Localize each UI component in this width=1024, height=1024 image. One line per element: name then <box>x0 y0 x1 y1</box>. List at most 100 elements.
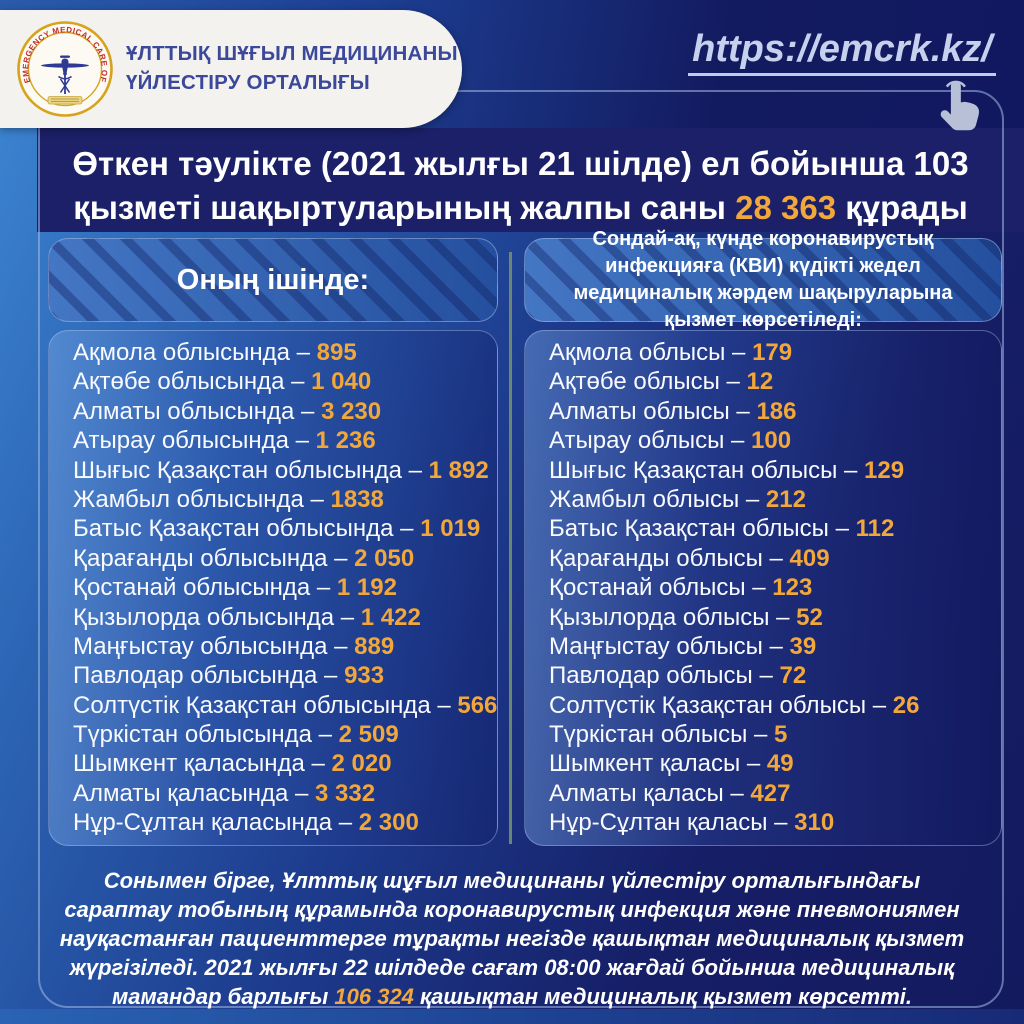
title-band-background <box>37 128 1024 232</box>
region-label: Түркістан облысы – <box>549 721 775 749</box>
region-label: Ақмола облысында – <box>73 339 317 366</box>
region-label: Ақтөбе облысы – <box>549 368 747 396</box>
list-item: Қостанай облысы – 123 <box>549 573 991 602</box>
region-value: 889 <box>354 632 395 660</box>
list-item: Жамбыл облысында – 1838 <box>73 485 487 514</box>
region-label: Шымкент қаласында – <box>73 750 332 778</box>
region-label: Алматы қаласы – <box>549 779 751 807</box>
website-url: https://emcrk.kz/ <box>688 28 996 76</box>
bottom-strip <box>0 1009 1024 1024</box>
list-item: Нұр-Сұлтан қаласы – 310 <box>549 808 991 837</box>
region-value: 5 <box>774 721 788 749</box>
remote-services-count: 106 324 <box>334 984 414 1009</box>
list-item: Түркістан облысы – 5 <box>549 720 991 749</box>
region-label: Қарағанды облысы – <box>549 544 790 572</box>
list-item: Алматы қаласында – 3 332 <box>73 779 487 808</box>
region-value: 26 <box>892 691 920 719</box>
list-item: Батыс Қазақстан облысы – 112 <box>549 514 991 543</box>
region-value: 1838 <box>330 485 384 513</box>
list-item: Солтүстік Қазақстан облысында – 566 <box>73 691 497 720</box>
region-value: 310 <box>794 809 835 837</box>
list-item: Қарағанды облысында – 2 050 <box>73 544 487 573</box>
region-value: 1 040 <box>311 368 372 396</box>
list-item: Түркістан облысында – 2 509 <box>73 720 487 749</box>
left-column-header: Оның ішінде: <box>48 238 498 322</box>
list-item: Маңғыстау облысында – 889 <box>73 632 487 661</box>
list-item: Атырау облысы – 100 <box>549 426 991 455</box>
region-label: Атырау облысында – <box>73 427 316 455</box>
region-value: 52 <box>796 603 823 631</box>
footer-note: Сонымен бірге, Ұлттық шұғыл медицинаны ү… <box>55 866 969 1011</box>
region-label: Шығыс Қазақстан облысында – <box>73 456 429 484</box>
left-column-header-label: Оның ішінде: <box>176 263 370 296</box>
region-value: 100 <box>751 427 792 455</box>
right-region-list: Ақмола облысы – 179 Ақтөбе облысы – 12 Алм… <box>524 330 1002 846</box>
list-item: Ақмола облысында – 895 <box>73 338 487 367</box>
region-value: 112 <box>855 515 895 543</box>
right-column-header: Сондай-ақ, күнде коронавирустық инфекция… <box>524 228 1002 331</box>
region-label: Қостанай облысында – <box>73 574 337 602</box>
column-divider <box>509 252 512 844</box>
list-item: Алматы облысы – 186 <box>549 397 991 426</box>
region-value: 3 230 <box>321 397 382 425</box>
region-value: 186 <box>756 397 797 425</box>
title-line1: Өткен тәулікте (2021 жылғы 21 шілде) ел … <box>72 145 969 182</box>
list-item: Шығыс Қазақстан облысында – 1 892 <box>73 456 489 485</box>
region-value: 212 <box>765 485 806 513</box>
region-label: Батыс Қазақстан облысы – <box>549 515 856 543</box>
region-label: Солтүстік Қазақстан облысында – <box>73 691 458 719</box>
list-item: Нұр-Сұлтан қаласында – 2 300 <box>73 808 487 837</box>
region-label: Нұр-Сұлтан қаласы – <box>549 809 795 837</box>
airplane-caduceus-icon <box>41 55 89 94</box>
region-label: Ақтөбе облысында – <box>73 368 312 396</box>
region-value: 12 <box>746 368 774 396</box>
region-value: 72 <box>779 662 807 690</box>
list-item: Алматы облысында – 3 230 <box>73 397 487 426</box>
region-value: 123 <box>772 574 813 602</box>
region-value: 2 020 <box>331 750 392 778</box>
region-label: Ақмола облысы – <box>549 339 753 366</box>
region-label: Батыс Қазақстан облысында – <box>73 515 421 543</box>
region-value: 566 <box>457 691 498 719</box>
region-label: Шымкент қаласы – <box>549 750 767 778</box>
list-item: Қызылорда облысы – 52 <box>549 603 991 632</box>
header-banner: EMERGENCY MEDICAL CARE OF KAZAKHSTAN ҰЛТ… <box>0 10 462 128</box>
region-value: 895 <box>316 339 357 366</box>
list-item: Қызылорда облысында – 1 422 <box>73 603 487 632</box>
region-label: Түркістан облысында – <box>73 721 339 749</box>
list-item: Батыс Қазақстан облысында – 1 019 <box>73 514 487 543</box>
region-value: 1 192 <box>336 574 397 602</box>
region-label: Солтүстік Қазақстан облысы – <box>549 691 893 719</box>
right-column-header-label: Сондай-ақ, күнде коронавирустық инфекция… <box>573 228 953 331</box>
list-item: Павлодар облысы – 72 <box>549 661 991 690</box>
region-value: 1 892 <box>428 456 489 484</box>
list-item: Қарағанды облысы – 409 <box>549 544 991 573</box>
list-item: Ақтөбе облысы – 12 <box>549 367 991 396</box>
left-region-list: Ақмола облысында – 895 Ақтөбе облысында –… <box>48 330 498 846</box>
org-name-line1: ҰЛТТЫҚ ШҰҒЫЛ МЕДИЦИНАНЫ <box>126 42 458 66</box>
title-line2-prefix: қызметі шақыртуларының жалпы саны <box>73 188 736 226</box>
region-label: Алматы облысы – <box>549 397 757 425</box>
region-value: 49 <box>766 750 794 778</box>
region-value: 3 332 <box>314 779 376 807</box>
emergency-medical-care-logo-icon: EMERGENCY MEDICAL CARE OF KAZAKHSTAN <box>13 13 113 117</box>
list-item: Солтүстік Қазақстан облысы – 26 <box>549 691 991 720</box>
region-label: Шығыс Қазақстан облысы – <box>549 456 865 484</box>
list-item: Павлодар облысында – 933 <box>73 661 487 690</box>
region-label: Нұр-Сұлтан қаласында – <box>73 809 359 837</box>
org-name: ҰЛТТЫҚ ШҰҒЫЛ МЕДИЦИНАНЫ ҮЙЛЕСТІРУ ОРТАЛЫ… <box>126 40 458 97</box>
region-label: Жамбыл облысында – <box>73 485 331 513</box>
region-label: Қызылорда облысы – <box>549 603 797 631</box>
org-name-line2: ҮЙЛЕСТІРУ ОРТАЛЫҒЫ <box>126 71 370 94</box>
list-item: Ақтөбе облысында – 1 040 <box>73 367 487 396</box>
list-item: Қостанай облысында – 1 192 <box>73 573 487 602</box>
org-logo: EMERGENCY MEDICAL CARE OF KAZAKHSTAN <box>13 13 114 118</box>
region-label: Алматы қаласында – <box>73 779 315 807</box>
region-value: 39 <box>789 632 817 660</box>
website-link[interactable]: https://emcrk.kz/ <box>688 28 996 76</box>
region-label: Атырау облысы – <box>549 427 752 455</box>
region-value: 409 <box>789 544 830 572</box>
region-value: 1 019 <box>420 515 481 543</box>
region-label: Павлодар облысында – <box>73 662 345 690</box>
list-item: Маңғыстау облысы – 39 <box>549 632 991 661</box>
